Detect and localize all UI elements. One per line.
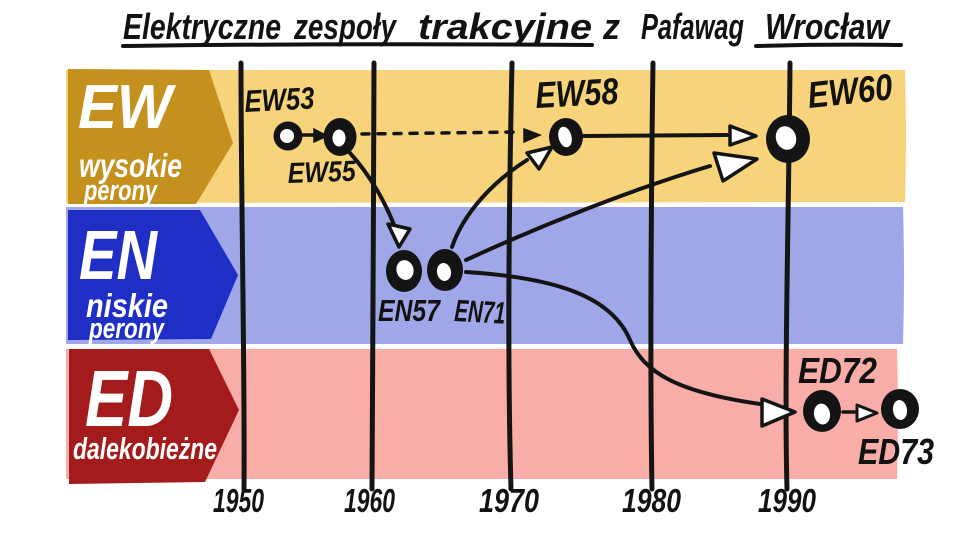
svg-text:wysokie: wysokie: [79, 147, 182, 184]
svg-text:niskie: niskie: [86, 287, 168, 324]
svg-text:EW60: EW60: [806, 66, 895, 116]
svg-text:ED: ED: [85, 354, 173, 443]
svg-text:Pafawag: Pafawag: [641, 6, 744, 47]
svg-text:Elektryczne: Elektryczne: [123, 6, 281, 47]
svg-text:EN71: EN71: [454, 293, 507, 331]
svg-text:ED72: ED72: [798, 350, 877, 391]
svg-text:EW58: EW58: [534, 71, 619, 116]
svg-text:EW: EW: [78, 73, 176, 142]
svg-text:ED73: ED73: [858, 431, 934, 472]
svg-text:dalekobieżne: dalekobieżne: [73, 431, 217, 466]
svg-text:z: z: [602, 6, 620, 47]
svg-text:Wrocław: Wrocław: [765, 6, 891, 47]
svg-text:perony: perony: [88, 313, 165, 345]
svg-text:perony: perony: [83, 175, 158, 207]
svg-text:EN57: EN57: [378, 293, 441, 328]
svg-text:1970: 1970: [479, 482, 540, 519]
svg-text:1960: 1960: [344, 482, 395, 519]
svg-text:EN: EN: [79, 216, 158, 294]
svg-text:1990: 1990: [758, 482, 817, 519]
svg-text:1980: 1980: [622, 482, 682, 519]
svg-text:zespoły: zespoły: [293, 6, 397, 47]
svg-text:1950: 1950: [213, 482, 264, 519]
svg-text:EW53: EW53: [244, 80, 316, 119]
svg-text:trakcyjne: trakcyjne: [418, 6, 592, 47]
svg-text:EW55: EW55: [287, 156, 357, 190]
